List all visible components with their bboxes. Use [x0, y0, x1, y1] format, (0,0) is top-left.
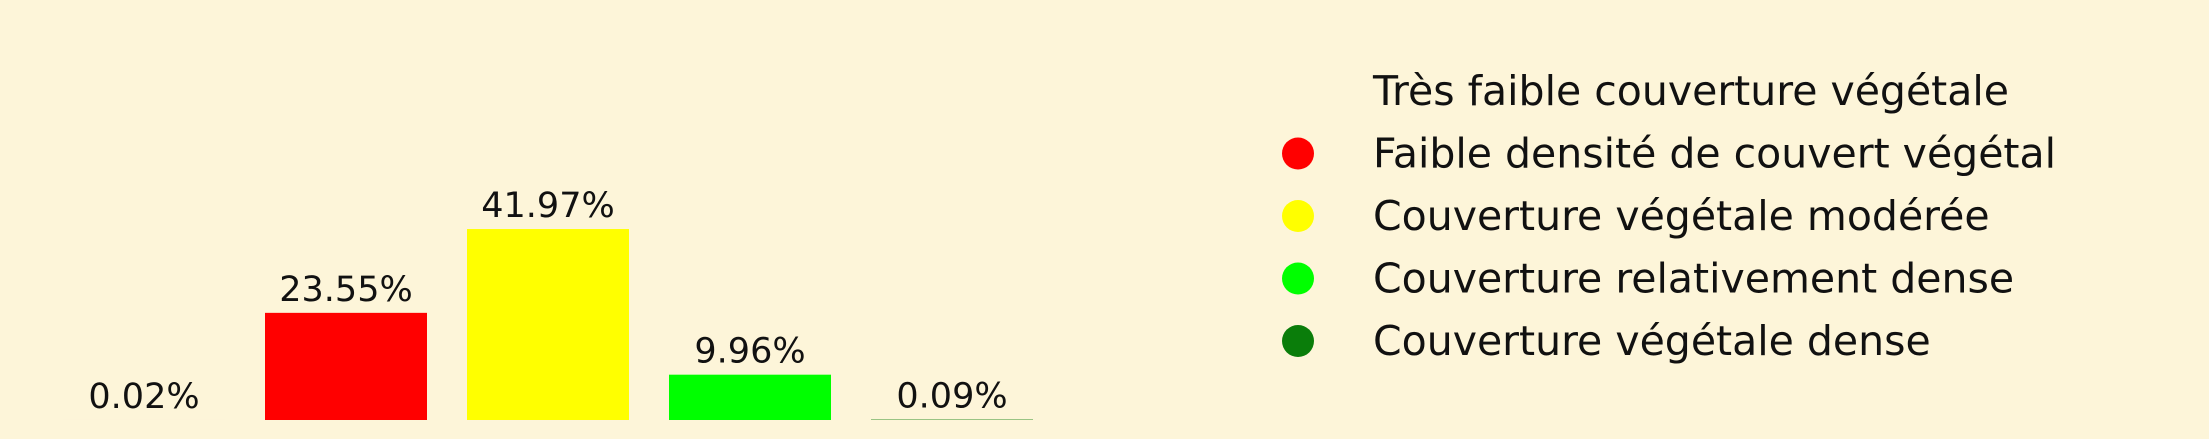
- bar-2: [265, 313, 427, 420]
- legend-item-5: Couverture végétale dense: [1282, 317, 1931, 365]
- legend-item-4: Couverture relativement dense: [1282, 255, 2014, 303]
- legend-marker-4: [1282, 263, 1314, 295]
- legend-marker-2: [1282, 138, 1314, 170]
- bar-value-label-3: 41.97%: [481, 186, 614, 226]
- bar-value-label-5: 0.09%: [896, 377, 1007, 417]
- legend-marker-1: [1282, 75, 1314, 107]
- bar-value-label-1: 0.02%: [88, 377, 199, 417]
- chart-legend: Très faible couverture végétale Faible de…: [1282, 67, 2056, 365]
- legend-item-2: Faible densité de couvert végétal: [1282, 130, 2056, 178]
- legend-label-5: Couverture végétale dense: [1373, 317, 1931, 365]
- legend-marker-5: [1282, 325, 1314, 357]
- legend-label-2: Faible densité de couvert végétal: [1373, 130, 2056, 178]
- bar-value-label-2: 23.55%: [279, 270, 412, 310]
- legend-label-1: Très faible couverture végétale: [1372, 67, 2009, 115]
- legend-marker-3: [1282, 200, 1314, 232]
- bar-3: [467, 229, 629, 420]
- legend-item-3: Couverture végétale modérée: [1282, 192, 1990, 240]
- legend-label-3: Couverture végétale modérée: [1373, 192, 1990, 240]
- legend-item-1: Très faible couverture végétale: [1282, 67, 2009, 115]
- bars-layer: [63, 229, 1033, 420]
- bar-value-label-4: 9.96%: [694, 332, 805, 372]
- bar-4: [669, 375, 831, 420]
- legend-label-4: Couverture relativement dense: [1373, 255, 2014, 303]
